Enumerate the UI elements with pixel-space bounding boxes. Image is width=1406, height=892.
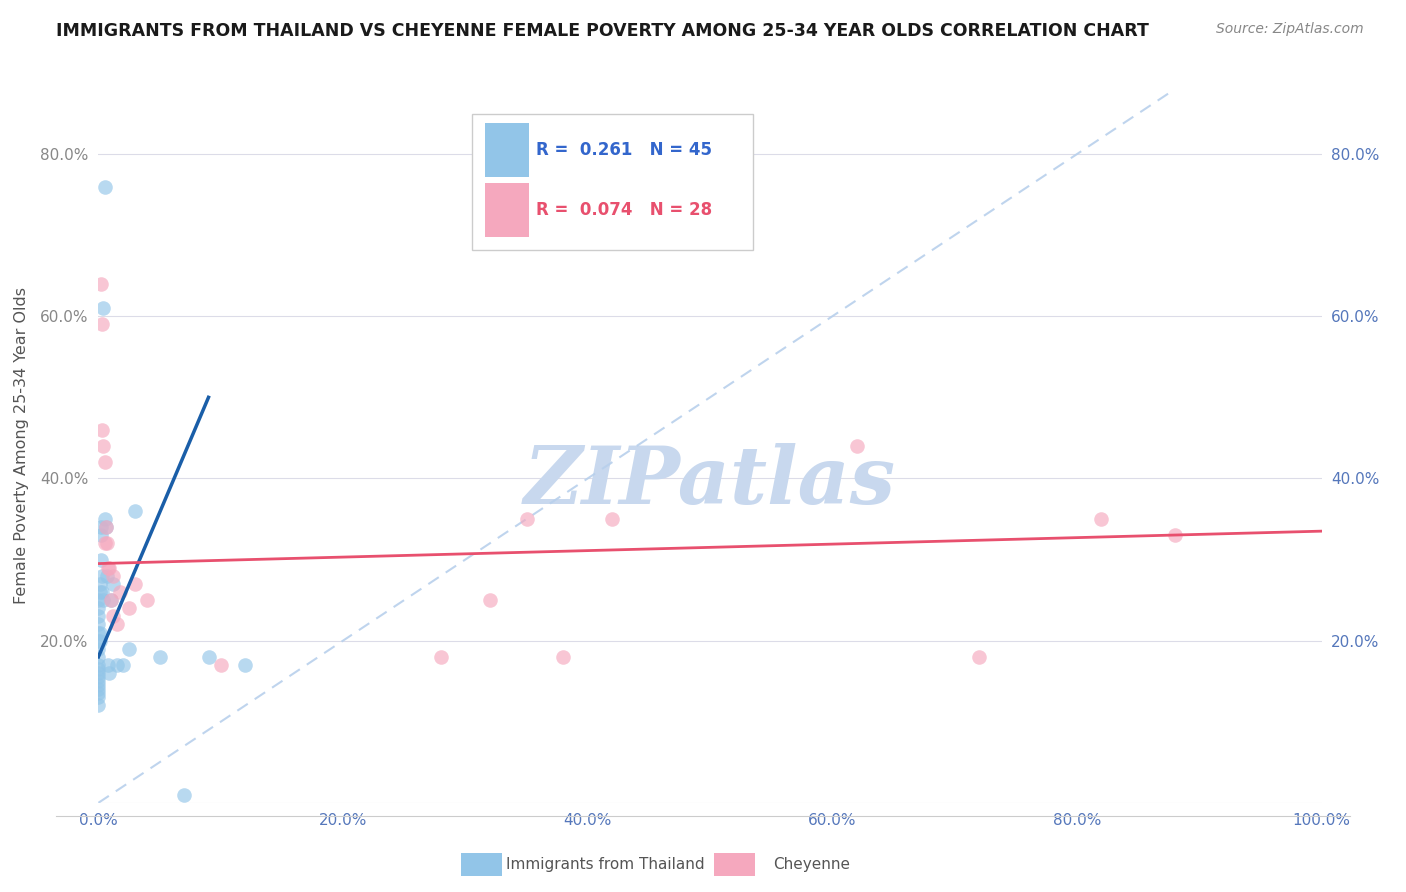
Point — [97, 560, 120, 574]
Point — [89, 585, 111, 599]
Point — [93, 455, 115, 469]
Point — [87, 666, 110, 681]
Y-axis label: Female Poverty Among 25-34 Year Olds: Female Poverty Among 25-34 Year Olds — [14, 287, 30, 605]
Point — [91, 318, 114, 332]
Point — [87, 625, 110, 640]
Point — [1090, 512, 1112, 526]
Point — [845, 439, 868, 453]
Point — [87, 617, 110, 632]
Point — [110, 585, 132, 599]
Point — [98, 560, 121, 574]
Point — [87, 698, 110, 713]
Point — [136, 593, 159, 607]
Point — [91, 439, 114, 453]
Point — [94, 520, 117, 534]
Point — [87, 657, 110, 672]
Text: ZIPatlas: ZIPatlas — [524, 443, 896, 520]
Point — [91, 301, 114, 315]
Point — [87, 678, 110, 692]
Point — [89, 633, 111, 648]
Point — [233, 657, 256, 672]
Point — [91, 568, 114, 582]
Point — [93, 512, 115, 526]
FancyBboxPatch shape — [471, 114, 752, 250]
Point — [209, 657, 232, 672]
Point — [173, 788, 195, 802]
Point — [87, 609, 110, 624]
Point — [430, 649, 453, 664]
Point — [96, 536, 118, 550]
Point — [87, 649, 110, 664]
Point — [90, 277, 112, 291]
Point — [87, 601, 110, 615]
Point — [124, 504, 146, 518]
FancyBboxPatch shape — [485, 183, 529, 237]
Point — [100, 593, 122, 607]
Point — [96, 568, 118, 582]
Point — [967, 649, 990, 664]
Point — [515, 512, 537, 526]
Text: Immigrants from Thailand: Immigrants from Thailand — [506, 857, 704, 871]
Point — [89, 625, 111, 640]
Point — [100, 593, 122, 607]
Point — [1164, 528, 1187, 542]
Point — [101, 609, 124, 624]
Point — [87, 682, 110, 697]
Text: R =  0.261   N = 45: R = 0.261 N = 45 — [536, 141, 713, 159]
Point — [87, 662, 110, 676]
Point — [197, 649, 219, 664]
Point — [124, 577, 146, 591]
Point — [87, 593, 110, 607]
Text: Source: ZipAtlas.com: Source: ZipAtlas.com — [1216, 22, 1364, 37]
Point — [118, 641, 141, 656]
Point — [101, 577, 124, 591]
Point — [600, 512, 623, 526]
Point — [90, 520, 112, 534]
Text: R =  0.074   N = 28: R = 0.074 N = 28 — [536, 202, 713, 219]
Point — [87, 670, 110, 684]
Text: Cheyenne: Cheyenne — [773, 857, 851, 871]
Point — [105, 617, 128, 632]
Point — [90, 552, 112, 566]
Point — [93, 536, 115, 550]
Point — [105, 657, 128, 672]
Point — [111, 657, 134, 672]
Point — [98, 666, 121, 681]
Point — [87, 641, 110, 656]
Point — [94, 520, 117, 534]
Point — [87, 686, 110, 700]
Point — [91, 423, 114, 437]
Point — [93, 179, 115, 194]
Point — [101, 568, 124, 582]
Point — [91, 585, 114, 599]
Point — [89, 577, 111, 591]
Point — [553, 649, 575, 664]
Point — [87, 633, 110, 648]
FancyBboxPatch shape — [485, 123, 529, 177]
Point — [118, 601, 141, 615]
Point — [478, 593, 501, 607]
Point — [87, 674, 110, 689]
Point — [149, 649, 172, 664]
Text: IMMIGRANTS FROM THAILAND VS CHEYENNE FEMALE POVERTY AMONG 25-34 YEAR OLDS CORREL: IMMIGRANTS FROM THAILAND VS CHEYENNE FEM… — [56, 22, 1149, 40]
Point — [97, 657, 120, 672]
Point — [91, 593, 114, 607]
Point — [90, 528, 112, 542]
Point — [87, 690, 110, 705]
